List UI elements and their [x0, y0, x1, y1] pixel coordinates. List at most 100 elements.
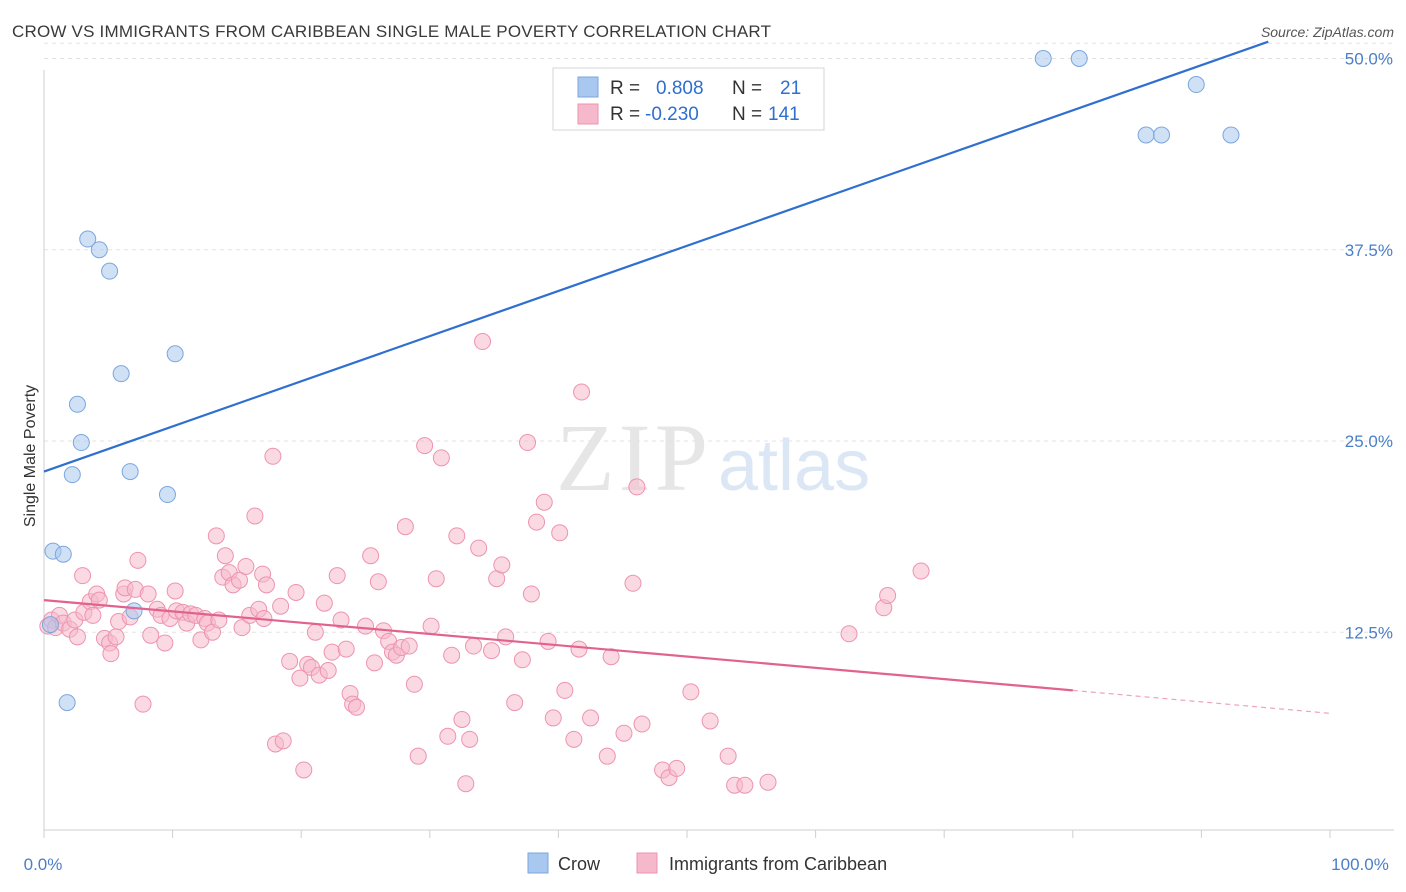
crow-point [1137, 126, 1155, 144]
caribbean-point [347, 698, 365, 716]
caribbean-point [736, 776, 754, 794]
caribbean-point [281, 652, 299, 670]
chart-title: CROW VS IMMIGRANTS FROM CARIBBEAN SINGLE… [12, 22, 772, 41]
caribbean-point [74, 567, 92, 585]
caribbean-point [156, 634, 174, 652]
caribbean-point [682, 683, 700, 701]
caribbean-point [257, 576, 275, 594]
legend-r-value-caribbean: -0.230 [645, 104, 699, 125]
y-tick-label: 50.0% [1345, 50, 1393, 69]
caribbean-point [409, 747, 427, 765]
caribbean-point [337, 640, 355, 658]
caribbean-point [328, 567, 346, 585]
y-axis-title: Single Male Poverty [22, 385, 39, 527]
caribbean-point [216, 547, 234, 565]
caribbean-point [443, 646, 461, 664]
caribbean-point [759, 773, 777, 791]
caribbean-point [497, 628, 515, 646]
legend-swatch-crow [577, 76, 599, 98]
y-tick-label: 37.5% [1345, 241, 1393, 260]
crow-point [125, 602, 143, 620]
caribbean-point [493, 556, 511, 574]
caribbean-point [544, 709, 562, 727]
caribbean-point [719, 747, 737, 765]
trend-lines [43, 40, 1331, 714]
legend-r-value-crow: 0.808 [656, 78, 704, 99]
caribbean-point [539, 632, 557, 650]
bottom-legend-label-crow: Crow [558, 854, 601, 874]
crow-point [1222, 126, 1240, 144]
caribbean-point [879, 587, 897, 605]
caribbean-point [207, 527, 225, 545]
crow-point [54, 545, 72, 563]
caribbean-point [474, 333, 492, 351]
caribbean-point [513, 651, 531, 669]
y-tick-label: 25.0% [1345, 432, 1393, 451]
caribbean-point [448, 527, 466, 545]
caribbean-point [396, 518, 414, 536]
y-tick-label: 12.5% [1345, 623, 1393, 642]
caribbean-point [453, 710, 471, 728]
caribbean-point [519, 434, 537, 452]
caribbean-point [506, 694, 524, 712]
chart-source: Source: ZipAtlas.com [1260, 24, 1394, 40]
caribbean-point [633, 715, 651, 733]
legend-n-value-caribbean: 141 [768, 104, 800, 125]
caribbean-point [400, 637, 418, 655]
caribbean-point [528, 513, 546, 531]
caribbean-point [166, 582, 184, 600]
caribbean-point [522, 585, 540, 603]
caribbean-point [366, 654, 384, 672]
x-ticks [43, 830, 1331, 838]
caribbean-point [535, 493, 553, 511]
crow-point [41, 616, 59, 634]
gridlines [44, 42, 1394, 633]
caribbean-point [287, 583, 305, 601]
caribbean-point [107, 628, 125, 646]
caribbean-point [233, 619, 251, 637]
crow-point [63, 466, 81, 484]
crow-point [1153, 126, 1171, 144]
caribbean-point [465, 637, 483, 655]
caribbean-point [602, 648, 620, 666]
watermark-zip: ZIP [556, 404, 712, 511]
caribbean-series [39, 333, 930, 794]
caribbean-point [439, 727, 457, 745]
caribbean-trend-extension [1072, 689, 1331, 714]
crow-point [68, 395, 86, 413]
crow-point [166, 345, 184, 363]
caribbean-point [912, 562, 930, 580]
caribbean-point [432, 449, 450, 467]
crow-point [112, 365, 130, 383]
crow-point [158, 486, 176, 504]
caribbean-point [237, 557, 255, 575]
caribbean-point [142, 626, 160, 644]
caribbean-point [624, 574, 642, 592]
caribbean-point [139, 585, 157, 603]
top-legend: R = 0.808 N = 21 R = -0.230 N = 141 [552, 67, 825, 131]
crow-point [1070, 50, 1088, 67]
caribbean-point [628, 478, 646, 496]
caribbean-point [416, 437, 434, 455]
caribbean-point [84, 606, 102, 624]
x-tick-label-min: 0.0% [24, 855, 63, 874]
crow-point [1187, 76, 1205, 94]
x-tick-label-max: 100.0% [1331, 855, 1389, 874]
caribbean-point [272, 597, 290, 615]
caribbean-point [102, 645, 120, 663]
caribbean-point [457, 775, 475, 793]
caribbean-point [668, 759, 686, 777]
caribbean-point [274, 732, 292, 750]
caribbean-point [362, 547, 380, 565]
caribbean-point [134, 695, 152, 713]
axes [43, 70, 1394, 831]
caribbean-point [556, 681, 574, 699]
crow-point [1034, 50, 1052, 67]
caribbean-point [291, 669, 309, 687]
crow-point [79, 230, 97, 248]
caribbean-point [306, 623, 324, 641]
crow-series [41, 50, 1240, 712]
crow-point [72, 434, 90, 452]
caribbean-point [573, 383, 591, 401]
